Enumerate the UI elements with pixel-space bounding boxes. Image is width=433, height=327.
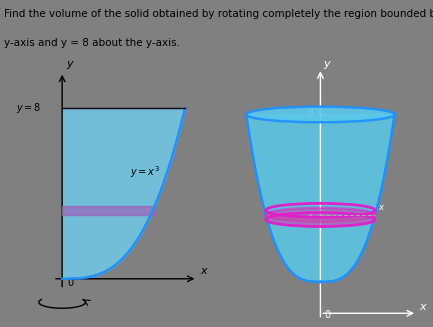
Text: $y=8$: $y=8$ bbox=[16, 101, 42, 115]
Ellipse shape bbox=[246, 107, 394, 122]
Text: 0: 0 bbox=[67, 278, 73, 288]
Text: Find the volume of the solid obtained by rotating completely the region bounded : Find the volume of the solid obtained by… bbox=[4, 9, 433, 19]
Text: $x$: $x$ bbox=[378, 203, 385, 213]
Text: 8: 8 bbox=[307, 109, 314, 118]
Text: $y$: $y$ bbox=[323, 60, 333, 71]
Text: $y$: $y$ bbox=[307, 209, 315, 221]
Text: $x$: $x$ bbox=[200, 266, 210, 276]
Text: $y=x^3$: $y=x^3$ bbox=[130, 164, 160, 181]
Text: $y$: $y$ bbox=[66, 59, 75, 71]
Text: 0: 0 bbox=[324, 311, 330, 320]
Ellipse shape bbox=[318, 281, 323, 283]
Text: y-axis and y = 8 about the y-axis.: y-axis and y = 8 about the y-axis. bbox=[4, 38, 180, 48]
Polygon shape bbox=[246, 114, 394, 282]
Ellipse shape bbox=[266, 208, 375, 222]
Text: $x$: $x$ bbox=[419, 302, 428, 312]
